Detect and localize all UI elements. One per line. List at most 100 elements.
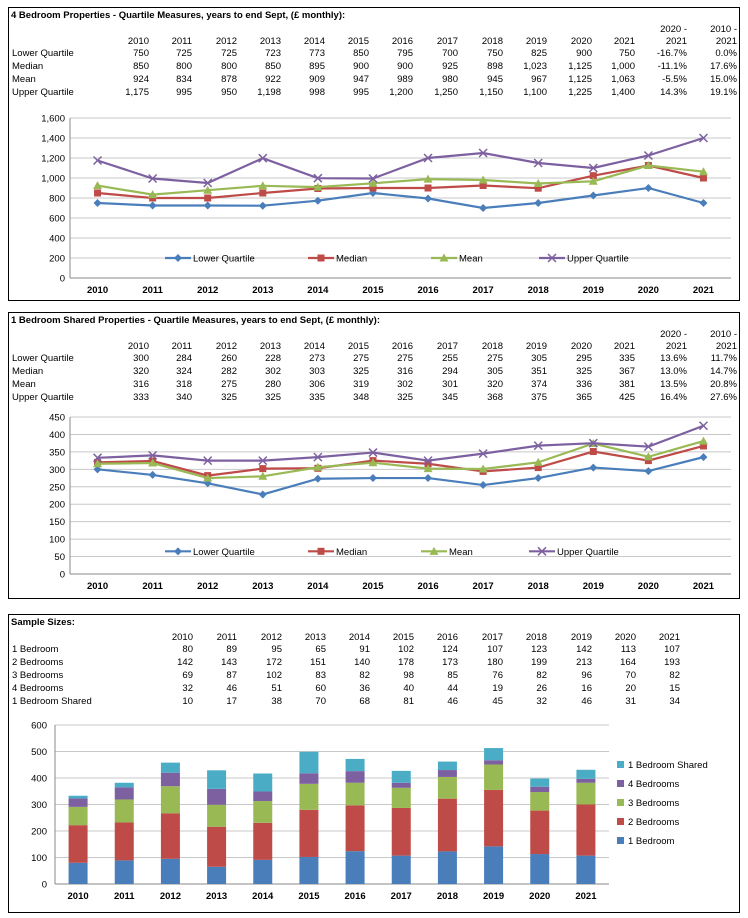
table-cell: 306	[309, 379, 325, 390]
table-cell: 300	[133, 353, 149, 364]
table-cell: 95	[271, 644, 282, 655]
bar-segment	[68, 806, 88, 826]
table-cell: 81	[403, 696, 414, 707]
table-cell: 1,200	[389, 87, 413, 98]
panel-title: 1 Bedroom Shared Properties - Quartile M…	[11, 315, 381, 326]
legend-swatch	[617, 799, 624, 806]
table-cell: 1,250	[434, 87, 458, 98]
bar-segment	[530, 854, 550, 884]
table-cell: 319	[353, 379, 369, 390]
y-tick-label: 150	[49, 517, 65, 528]
table-cell: 320	[487, 379, 503, 390]
table-cell: 750	[619, 48, 635, 59]
bar-segment	[207, 866, 227, 884]
change-header: 2021	[665, 36, 687, 47]
bar-segment	[484, 789, 504, 847]
table-cell: 374	[531, 379, 547, 390]
data-point	[478, 175, 488, 184]
data-point	[94, 189, 102, 197]
table-cell: 1,063	[611, 74, 635, 85]
data-point	[479, 481, 488, 490]
bar-segment	[114, 787, 134, 800]
bar-segment	[345, 851, 365, 884]
year-header: 2014	[348, 632, 370, 643]
y-tick-label: 1,200	[41, 154, 65, 165]
bar-segment	[437, 761, 457, 771]
table-cell: 31	[625, 696, 636, 707]
table-cell: 1,023	[523, 61, 547, 72]
year-header: 2014	[303, 341, 325, 352]
table-cell: 375	[531, 392, 547, 403]
table-cell: 989	[397, 74, 413, 85]
table-cell: 13.0%	[660, 366, 687, 377]
table-cell: 925	[442, 61, 458, 72]
data-point	[423, 464, 433, 473]
x-tick-label: 2011	[114, 891, 135, 902]
table-cell: 102	[398, 644, 414, 655]
y-tick-label: 400	[49, 430, 65, 441]
table-cell: 850	[265, 61, 281, 72]
bar-segment	[530, 786, 550, 793]
table-cell: 1,198	[257, 87, 281, 98]
x-tick-label: 2017	[473, 285, 494, 296]
table-cell: 878	[221, 74, 237, 85]
series-line	[97, 424, 704, 462]
data-point	[533, 158, 543, 168]
row-label: Upper Quartile	[12, 392, 74, 403]
data-point	[317, 254, 325, 262]
bar-segment	[207, 788, 227, 805]
data-point	[93, 465, 102, 474]
table-cell: 700	[442, 48, 458, 59]
data-point	[424, 460, 432, 468]
table-cell: 16.4%	[660, 392, 687, 403]
bar-segment	[160, 858, 180, 884]
data-point	[643, 452, 653, 461]
table-cell: 65	[315, 644, 326, 655]
table-cell: 44	[447, 683, 458, 694]
data-point	[439, 253, 449, 262]
table-cell: 83	[315, 670, 326, 681]
data-point	[423, 174, 433, 183]
bar-segment	[114, 782, 134, 788]
row-label: Median	[12, 61, 44, 72]
y-tick-label: 300	[31, 800, 47, 811]
table-cell: 1,175	[125, 87, 149, 98]
bar-segment	[299, 809, 319, 857]
table-cell: 1,125	[568, 61, 592, 72]
legend-label: Mean	[459, 254, 483, 265]
data-point	[644, 467, 653, 476]
bar-segment	[345, 771, 365, 783]
data-point	[317, 547, 325, 555]
data-point	[368, 448, 378, 458]
table-cell: 998	[309, 87, 325, 98]
bar-segment	[345, 805, 365, 852]
table-cell: 850	[133, 61, 149, 72]
table-cell: 294	[442, 366, 458, 377]
table-cell: 340	[176, 392, 192, 403]
bar-segment	[253, 773, 273, 792]
table-cell: 909	[309, 74, 325, 85]
table-cell: 318	[176, 379, 192, 390]
table-cell: 45	[492, 696, 503, 707]
data-point	[643, 161, 653, 169]
table-cell: 900	[397, 61, 413, 72]
table-cell: 316	[397, 366, 413, 377]
table-cell: 900	[353, 61, 369, 72]
x-tick-label: 2016	[417, 285, 438, 296]
table-cell: 87	[226, 670, 237, 681]
table-cell: 46	[581, 696, 592, 707]
y-tick-label: 200	[31, 827, 47, 838]
data-point	[643, 150, 653, 161]
x-tick-label: 2016	[417, 581, 438, 592]
data-point	[534, 474, 543, 483]
table-cell: 425	[619, 392, 635, 403]
series-line	[97, 440, 704, 480]
four-bedroom-panel: 4 Bedroom Properties - Quartile Measures…	[8, 7, 740, 301]
legend-label: Median	[336, 254, 367, 265]
table-cell: -16.7%	[656, 48, 687, 59]
bar-segment	[207, 804, 227, 827]
data-point	[423, 456, 433, 466]
table-cell: 102	[266, 670, 282, 681]
table-cell: 15.0%	[710, 74, 737, 85]
y-tick-label: 350	[49, 447, 65, 458]
